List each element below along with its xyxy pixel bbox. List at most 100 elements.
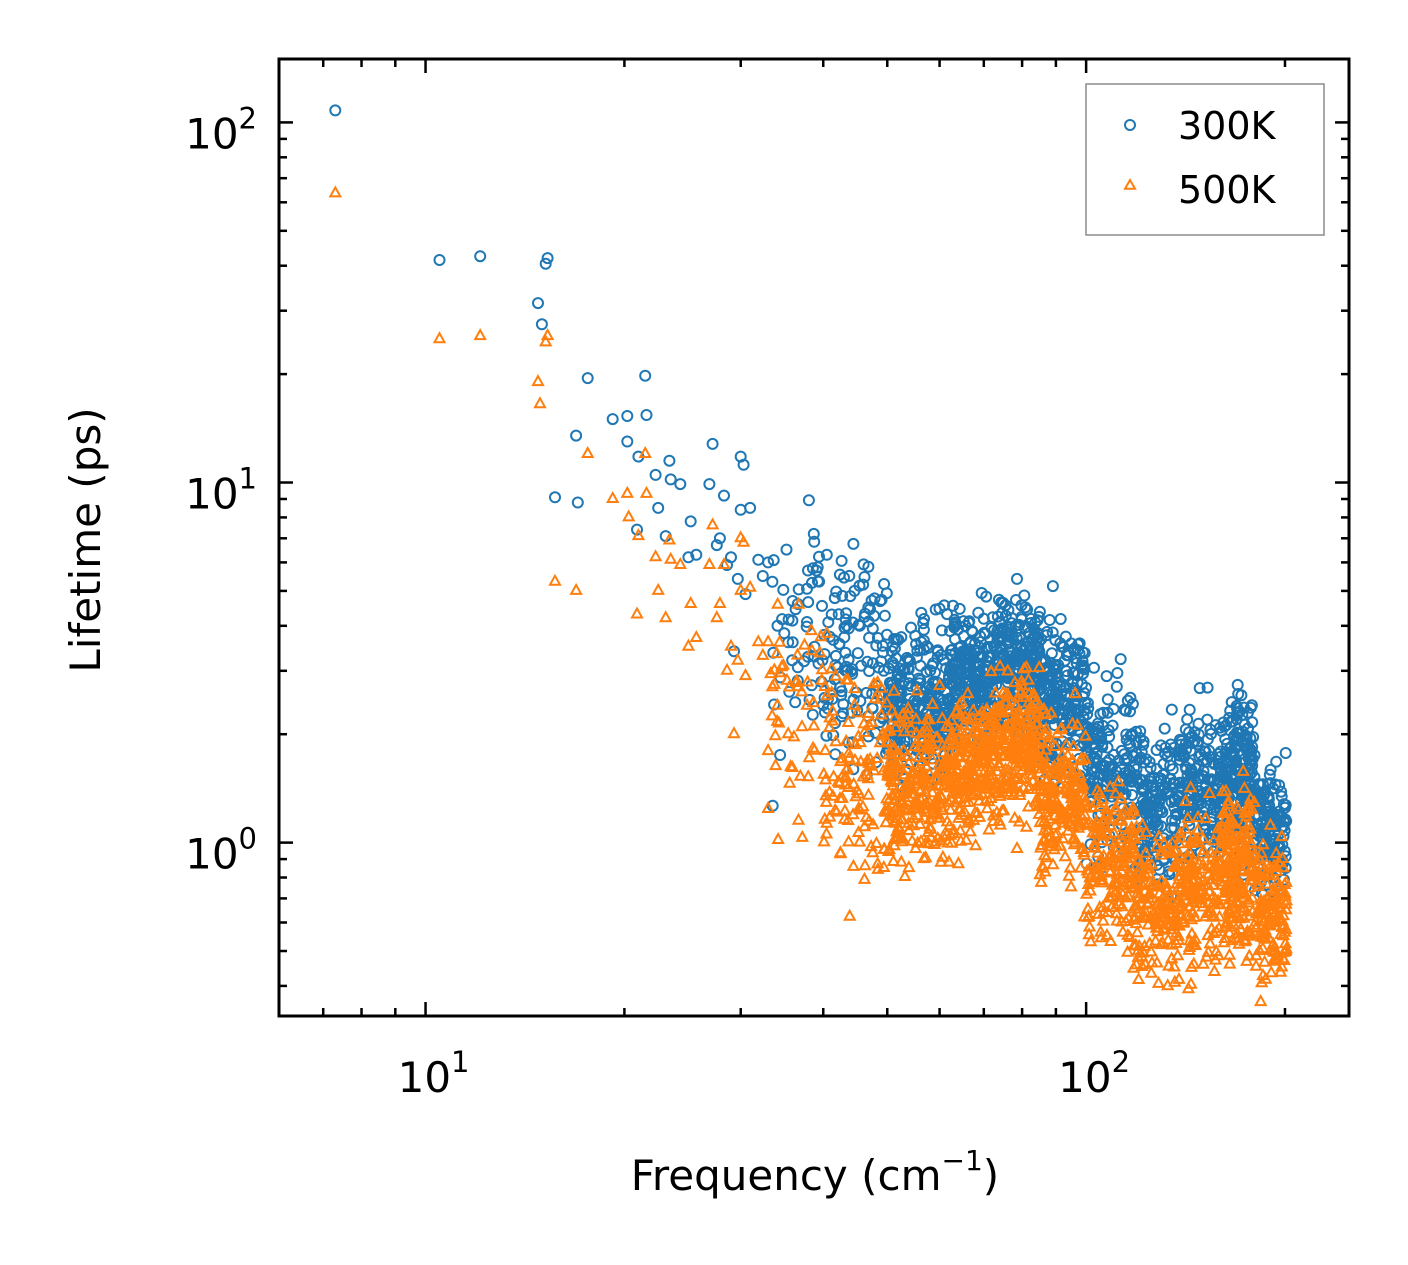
- data-point: [819, 794, 833, 807]
- data-point: [1130, 925, 1144, 938]
- data-point: [606, 413, 619, 426]
- data-point: [1103, 753, 1116, 766]
- data-point: [1181, 810, 1195, 823]
- data-point: [841, 834, 856, 847]
- data-point: [724, 638, 738, 651]
- data-point: [1172, 971, 1186, 984]
- data-point: [905, 833, 919, 846]
- data-point: [1229, 871, 1243, 884]
- data-point: [1067, 831, 1082, 844]
- data-point: [1094, 708, 1107, 721]
- data-point: [1266, 936, 1280, 949]
- data-point: [756, 570, 769, 582]
- data-point: [835, 751, 849, 764]
- data-point: [639, 485, 654, 498]
- data-point: [829, 649, 842, 662]
- data-point: [684, 595, 698, 608]
- data-point: [795, 719, 809, 732]
- data-point: [801, 616, 813, 628]
- data-point: [1245, 699, 1258, 712]
- data-point: [1236, 827, 1250, 840]
- data-point: [1196, 872, 1211, 885]
- data-point: [1168, 974, 1182, 987]
- data-point: [1130, 736, 1143, 749]
- data-point: [765, 679, 780, 692]
- data-point: [1128, 761, 1141, 774]
- data-point: [1245, 852, 1259, 865]
- data-point: [1062, 868, 1076, 881]
- data-point: [980, 801, 994, 814]
- data-point: [791, 661, 804, 674]
- data-point: [1038, 756, 1052, 769]
- data-point: [631, 528, 646, 541]
- data-point: [570, 429, 583, 442]
- data-point: [1222, 814, 1236, 827]
- data-point: [800, 674, 815, 687]
- data-point: [433, 254, 446, 266]
- data-point: [1236, 816, 1251, 829]
- data-point: [963, 763, 977, 776]
- data-point: [1222, 903, 1236, 916]
- data-point: [1138, 845, 1153, 858]
- data-point: [1234, 862, 1249, 875]
- data-point: [797, 637, 812, 650]
- data-point: [910, 638, 923, 651]
- data-point: [847, 537, 860, 550]
- data-point: [1223, 956, 1237, 969]
- data-point: [908, 801, 922, 814]
- data-point: [1144, 965, 1158, 978]
- data-point: [571, 496, 584, 509]
- data-point: [1028, 623, 1041, 636]
- data-point: [943, 802, 958, 815]
- data-point: [1239, 846, 1253, 859]
- data-point: [539, 257, 552, 270]
- data-point: [1135, 891, 1149, 904]
- data-point: [1240, 953, 1254, 966]
- data-point: [944, 648, 957, 661]
- data-point: [936, 828, 951, 841]
- data-point: [768, 758, 783, 771]
- data-point: [771, 619, 784, 632]
- data-point: [1163, 917, 1177, 930]
- data-point: [1010, 625, 1023, 638]
- data-point: [894, 714, 908, 727]
- data-point: [982, 763, 996, 776]
- data-point: [1033, 732, 1048, 745]
- data-point: [1131, 901, 1146, 914]
- data-point: [1133, 864, 1148, 877]
- data-point: [689, 629, 703, 642]
- data-point: [804, 623, 818, 636]
- data-point: [964, 751, 978, 764]
- data-point: [581, 445, 595, 458]
- data-point: [1135, 877, 1150, 890]
- x-tick-label: 102: [1058, 1045, 1130, 1102]
- data-point: [1230, 906, 1244, 919]
- data-point: [966, 703, 980, 716]
- data-point: [842, 750, 856, 763]
- data-point: [874, 680, 888, 693]
- data-point: [1105, 877, 1120, 890]
- data-point: [766, 575, 779, 588]
- data-point: [932, 764, 947, 777]
- data-point: [990, 764, 1004, 777]
- data-point: [1050, 726, 1065, 739]
- data-point: [902, 755, 916, 768]
- data-point: [1103, 779, 1117, 792]
- data-point: [1006, 612, 1019, 625]
- legend-box: [1085, 83, 1325, 236]
- data-point: [1201, 681, 1214, 694]
- data-point: [908, 841, 923, 854]
- data-point: [904, 720, 918, 733]
- data-point: [1072, 815, 1086, 828]
- data-point: [1209, 944, 1223, 957]
- data-point: [917, 623, 930, 636]
- data-point: [1054, 720, 1069, 733]
- data-point: [1065, 704, 1078, 717]
- data-point: [881, 735, 895, 748]
- data-point: [1168, 844, 1183, 857]
- data-point: [818, 811, 832, 824]
- data-point: [994, 624, 1007, 637]
- data-point: [790, 647, 805, 660]
- data-point: [825, 608, 838, 621]
- data-point: [1114, 812, 1129, 825]
